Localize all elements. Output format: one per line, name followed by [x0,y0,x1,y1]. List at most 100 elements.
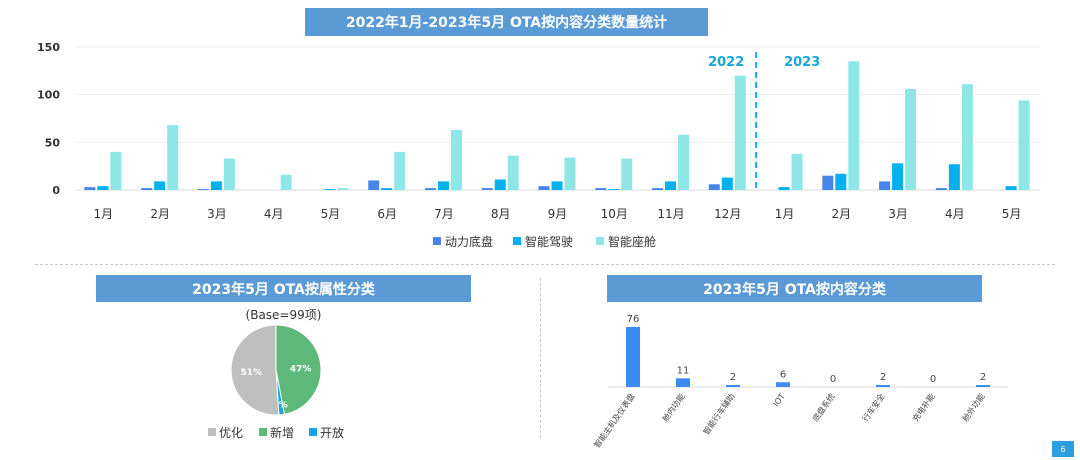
x-tick-label: 底盘系统 [810,391,837,423]
bar-smart-cabin [961,84,973,190]
pie-base-label: (Base=99项) [245,308,322,322]
category-bar-chart-title: 2023年5月 OTA按内容分类 [607,275,982,302]
bar-smart-cabin [280,174,292,190]
bar-smart-driving [551,181,563,190]
x-tick-label: 10月 [601,207,628,221]
bar-smart-driving [324,189,336,190]
data-label: 2 [730,372,736,383]
y-tick-label: 0 [52,184,60,197]
x-tick-label: 2月 [832,207,852,221]
bar-smart-cabin [848,61,860,190]
x-tick-label: 智能行车辅助 [701,391,737,436]
bar-smart-driving [210,181,222,190]
legend-label: 智能驾驶 [525,234,573,249]
bar-smart-cabin [791,153,803,190]
pie-chart-title: 2023年5月 OTA按属性分类 [96,275,471,302]
bar-smart-cabin [678,134,690,190]
bar-power-chassis [538,186,550,190]
pie-legend-swatch [259,428,267,436]
bar-smart-cabin [564,157,576,190]
data-label: 6 [780,369,786,380]
bar-power-chassis [481,188,493,190]
bar-smart-cabin [167,125,179,190]
category-bar [676,378,690,387]
bar-smart-driving [494,179,506,190]
section-divider-horizontal [35,264,1055,265]
category-bar [726,385,740,387]
x-tick-label: 舱内功能 [660,391,687,423]
bar-power-chassis [652,188,664,190]
bar-smart-cabin [1018,100,1030,190]
bar-smart-driving [1005,186,1017,190]
bar-smart-driving [97,186,109,190]
data-label: 2 [880,372,886,383]
pie-legend-label: 开放 [320,425,344,440]
legend-label: 智能座舱 [608,234,656,249]
y-tick-label: 50 [45,136,61,149]
x-tick-label: 11月 [657,207,684,221]
bar-power-chassis [879,181,891,190]
x-tick-label: 7月 [434,207,454,221]
pie-slice [230,324,280,416]
data-label: 2 [980,372,986,383]
pie-legend-label: 新增 [270,425,294,440]
bar-power-chassis [84,187,96,190]
bar-smart-cabin [223,158,235,190]
data-label: 0 [830,374,836,385]
x-tick-label: 3月 [888,207,908,221]
year-label-2023: 2023 [784,55,820,70]
bar-smart-driving [835,173,847,190]
x-tick-label: 充电补能 [910,391,937,423]
y-tick-label: 150 [37,41,60,54]
x-tick-label: 1月 [94,207,114,221]
bar-smart-cabin [450,129,462,190]
y-tick-label: 100 [37,89,60,102]
x-tick-label: 9月 [548,207,568,221]
category-bar [976,385,990,387]
bar-smart-driving [948,164,960,190]
bar-power-chassis [822,175,834,190]
pie-slice-label: 51% [240,368,262,378]
section-divider-vertical [540,278,541,438]
legend-swatch [513,237,521,245]
bar-smart-driving [892,163,904,190]
bar-smart-driving [381,188,393,190]
pie-legend-swatch [208,428,216,436]
bar-smart-cabin [621,158,633,190]
bar-smart-cabin [905,88,917,190]
bar-smart-cabin [507,155,519,190]
x-tick-label: 行车安全 [860,391,887,423]
x-tick-label: 5月 [1002,207,1022,221]
bar-smart-driving [154,181,166,190]
page-number: 6 [1052,441,1074,457]
x-tick-label: 4月 [945,207,965,221]
bar-smart-driving [665,181,677,190]
x-tick-label: 12月 [714,207,741,221]
pie-legend-swatch [309,428,317,436]
x-tick-label: 2月 [150,207,170,221]
x-tick-label: 8月 [491,207,511,221]
pie-legend-label: 优化 [219,426,243,440]
legend-swatch [433,237,441,245]
bar-smart-cabin [110,151,122,190]
bar-smart-cabin [394,151,406,190]
bar-power-chassis [935,188,947,190]
x-tick-label: 4月 [264,207,284,221]
x-tick-label: 5月 [321,207,341,221]
bar-power-chassis [368,180,380,190]
bar-smart-driving [437,181,449,190]
year-label-2022: 2022 [708,55,744,70]
bar-smart-driving [608,189,620,190]
bar-power-chassis [141,188,153,190]
category-bar [876,385,890,387]
pie-slice-label: 47% [290,365,312,375]
category-bar [776,382,790,387]
bar-smart-cabin [734,75,746,190]
category-bar [626,327,640,387]
x-tick-label: 智能主机及仪表盘 [592,391,637,449]
bar-power-chassis [197,189,209,190]
data-label: 11 [677,365,690,376]
x-tick-label: 3月 [207,207,227,221]
x-tick-label: IOT [771,392,786,408]
